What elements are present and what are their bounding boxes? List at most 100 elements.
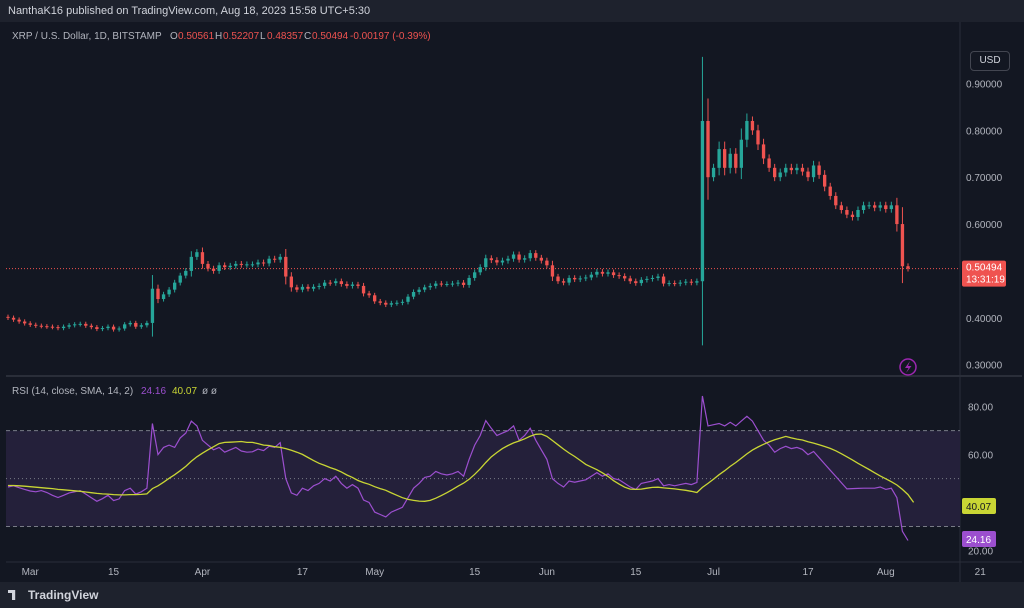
candle-body[interactable] — [239, 263, 243, 265]
candle-body[interactable] — [34, 324, 38, 326]
candle-body[interactable] — [889, 205, 893, 210]
time-axis[interactable]: Mar 15 Apr 17 May 15 Jun 15 Jul 17 Aug 21 — [22, 567, 987, 578]
candle-body[interactable] — [145, 322, 149, 326]
currency-button[interactable]: USD — [970, 51, 1010, 71]
candle-body[interactable] — [195, 252, 199, 257]
candle-body[interactable] — [200, 252, 205, 264]
candle-body[interactable] — [56, 327, 60, 329]
candle-body[interactable] — [534, 253, 538, 258]
candle-body[interactable] — [717, 149, 721, 168]
candle-body[interactable] — [495, 260, 499, 263]
candle-body[interactable] — [645, 278, 649, 280]
candle-body[interactable] — [473, 272, 477, 278]
candle-body[interactable] — [673, 283, 677, 285]
candle-body[interactable] — [823, 174, 827, 187]
candle-body[interactable] — [367, 293, 371, 296]
price-pane[interactable] — [6, 22, 960, 374]
candle-body[interactable] — [878, 205, 882, 208]
candle-body[interactable] — [139, 325, 143, 327]
candle-body[interactable] — [189, 256, 193, 271]
rsi-axis[interactable]: 80.00 60.00 20.00 — [968, 403, 993, 558]
candle-body[interactable] — [173, 282, 177, 290]
candle-body[interactable] — [334, 281, 338, 284]
candle-body[interactable] — [856, 210, 860, 218]
candle-body[interactable] — [78, 323, 82, 325]
candle-body[interactable] — [406, 296, 410, 302]
candle-body[interactable] — [234, 263, 238, 266]
candle-body[interactable] — [695, 281, 699, 283]
candle-body[interactable] — [506, 258, 510, 261]
candle-body[interactable] — [634, 281, 638, 284]
candle-body[interactable] — [489, 258, 493, 261]
candle-body[interactable] — [106, 326, 110, 329]
candle-body[interactable] — [817, 165, 821, 175]
candle-body[interactable] — [578, 278, 582, 280]
candle-body[interactable] — [861, 205, 866, 210]
candle-body[interactable] — [517, 254, 521, 260]
candle-body[interactable] — [211, 268, 216, 271]
candle-body[interactable] — [295, 287, 299, 290]
candle-body[interactable] — [511, 254, 516, 259]
candle-body[interactable] — [789, 167, 793, 171]
candle-body[interactable] — [100, 328, 105, 330]
candle-body[interactable] — [661, 276, 666, 284]
candle-body[interactable] — [250, 264, 255, 266]
candle-body[interactable] — [95, 327, 99, 330]
candle-body[interactable] — [245, 264, 249, 266]
candle-body[interactable] — [423, 287, 427, 290]
candle-body[interactable] — [650, 277, 655, 279]
candle-body[interactable] — [906, 266, 910, 269]
chart-panel[interactable]: XRP / U.S. Dollar, 1D, BITSTAMP O 0.5056… — [6, 22, 1022, 582]
candle-body[interactable] — [589, 274, 593, 278]
candle-body[interactable] — [306, 286, 310, 289]
candle-body[interactable] — [73, 324, 77, 326]
candle-body[interactable] — [117, 328, 121, 330]
candle-body[interactable] — [384, 302, 388, 305]
candle-body[interactable] — [606, 272, 610, 274]
candle-body[interactable] — [439, 283, 443, 285]
candle-body[interactable] — [378, 301, 382, 303]
candle-body[interactable] — [417, 289, 421, 292]
candle-body[interactable] — [545, 260, 549, 266]
candle-body[interactable] — [700, 120, 705, 282]
candle-body[interactable] — [795, 167, 799, 171]
candle-body[interactable] — [123, 324, 127, 329]
candle-body[interactable] — [395, 302, 399, 304]
candle-body[interactable] — [734, 153, 738, 168]
candle-body[interactable] — [834, 195, 838, 206]
candle-body[interactable] — [884, 205, 888, 210]
candle-body[interactable] — [111, 326, 116, 330]
candle-body[interactable] — [128, 322, 132, 325]
candle-body[interactable] — [623, 276, 627, 279]
candle-body[interactable] — [600, 271, 605, 274]
candle-body[interactable] — [528, 253, 532, 259]
candle-body[interactable] — [161, 294, 166, 300]
candle-body[interactable] — [289, 276, 293, 288]
candle-body[interactable] — [411, 292, 416, 297]
candle-body[interactable] — [361, 285, 366, 294]
candle-body[interactable] — [828, 186, 832, 196]
candle-body[interactable] — [167, 289, 171, 295]
candle-body[interactable] — [389, 303, 393, 305]
candle-body[interactable] — [478, 267, 482, 273]
rsi-line[interactable] — [7, 395, 909, 541]
candle-body[interactable] — [45, 326, 49, 328]
candle-body[interactable] — [456, 282, 460, 284]
candle-body[interactable] — [356, 284, 360, 286]
candle-body[interactable] — [461, 282, 466, 285]
candle-body[interactable] — [350, 284, 355, 286]
candle-body[interactable] — [611, 272, 616, 276]
candle-body[interactable] — [373, 295, 377, 302]
candle-body[interactable] — [778, 172, 782, 178]
candle-body[interactable] — [400, 301, 405, 303]
candle-body[interactable] — [467, 277, 471, 285]
candle-body[interactable] — [750, 120, 755, 131]
tradingview-logo[interactable]: TradingView — [8, 588, 98, 602]
candle-body[interactable] — [67, 325, 71, 327]
candle-body[interactable] — [228, 265, 232, 268]
lightning-icon[interactable] — [899, 358, 917, 376]
candle-body[interactable] — [328, 282, 332, 284]
candle-body[interactable] — [773, 167, 777, 178]
candle-body[interactable] — [684, 281, 688, 283]
candle-body[interactable] — [895, 205, 899, 225]
